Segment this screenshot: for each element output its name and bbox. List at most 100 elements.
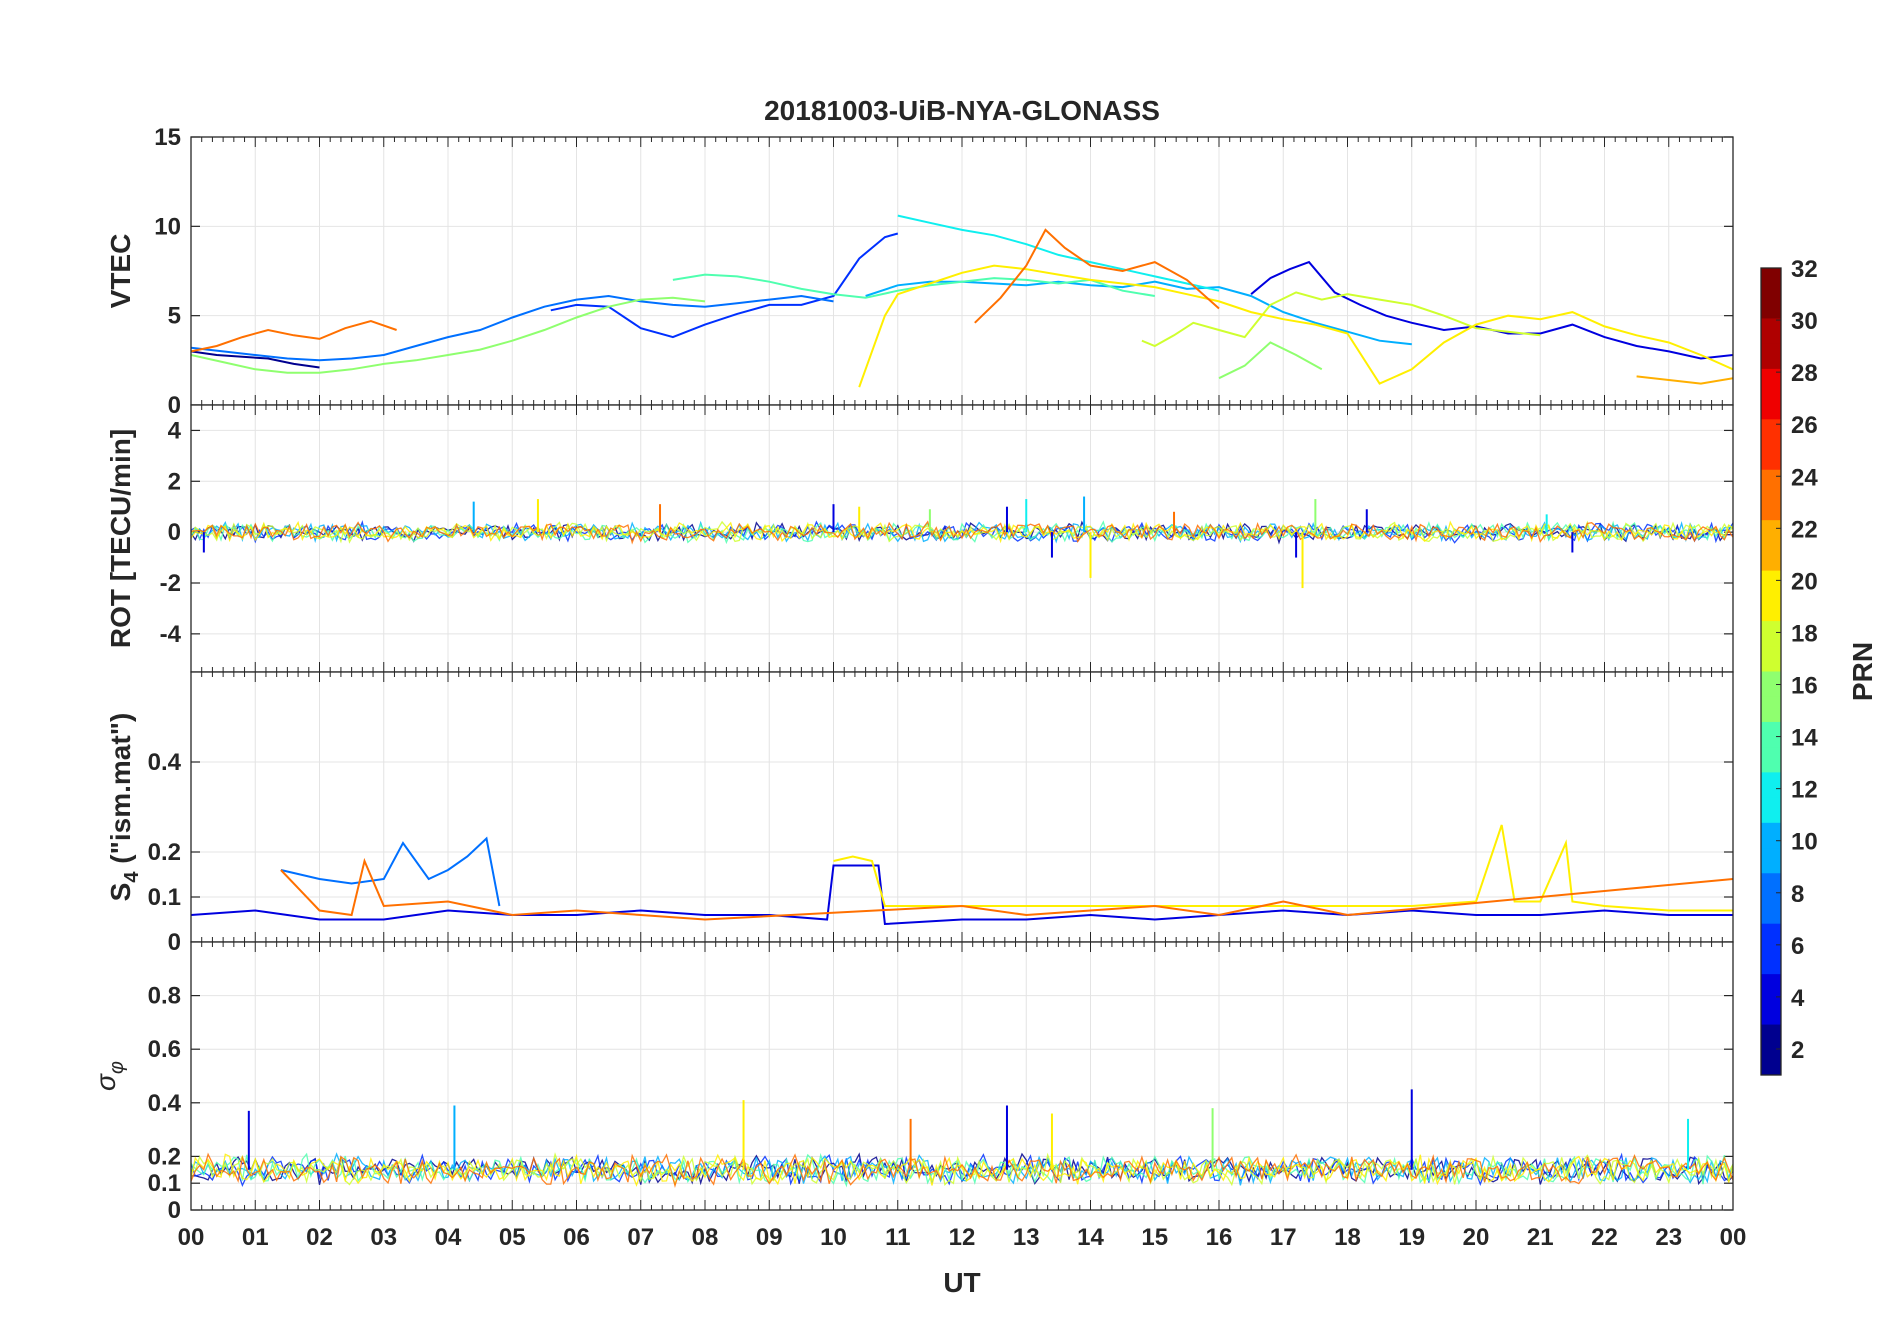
series-line-prn-4: [1250, 260, 1733, 360]
series-line-prn-20: [833, 824, 1733, 912]
colorbar-label: PRN: [1847, 642, 1878, 701]
colorbar-tick-label: 12: [1791, 777, 1818, 804]
colorbar-segment: [1761, 293, 1781, 319]
colorbar-segment: [1761, 318, 1781, 345]
x-tick-label: 16: [1206, 1224, 1233, 1251]
x-tick-label: 11: [885, 1224, 910, 1251]
x-tick-label: 23: [1655, 1224, 1682, 1251]
colorbar-tick-label: 6: [1791, 933, 1804, 960]
colorbar-segment: [1761, 797, 1781, 824]
y-tick-label: 4: [168, 417, 182, 444]
colorbar-tick-label: 10: [1791, 829, 1818, 856]
colorbar-segment: [1761, 948, 1781, 975]
y-label-rest: ("ism.mat"): [105, 713, 136, 872]
series-line-prn-23: [280, 857, 1733, 921]
y-label-main: S: [105, 883, 136, 902]
y-label-main: σ: [90, 1073, 121, 1091]
y-label-sub: φ: [106, 1061, 128, 1074]
colorbar-segment: [1761, 368, 1781, 395]
series-line-prn-17: [1141, 291, 1541, 348]
y-tick-label: 0: [168, 929, 181, 956]
series-line-prn-20: [858, 264, 1733, 388]
colorbar-segment: [1761, 721, 1781, 748]
colorbar-segment: [1761, 646, 1781, 672]
x-tick-label: 19: [1398, 1224, 1425, 1251]
noise-trace-prn-23: [191, 1152, 1733, 1188]
colorbar-segment: [1761, 545, 1781, 572]
colorbar-segment: [1761, 974, 1781, 1000]
y-tick-label: 5: [168, 303, 181, 330]
y-tick-label: 0.1: [148, 1170, 181, 1197]
x-tick-label: 15: [1141, 1224, 1168, 1251]
x-tick-label: 18: [1334, 1224, 1361, 1251]
y-tick-label: 0.2: [148, 839, 181, 866]
colorbar-tick-label: 32: [1791, 256, 1818, 283]
colorbar-tick-label: 24: [1791, 464, 1818, 491]
panel-data: [191, 214, 1733, 388]
colorbar-segment: [1761, 999, 1781, 1026]
x-tick-label: 07: [627, 1224, 654, 1251]
y-tick-label: 0.1: [148, 884, 181, 911]
noise-trace-prn-23: [191, 520, 1733, 545]
x-tick-label: 02: [306, 1224, 333, 1251]
x-tick-label: 06: [563, 1224, 590, 1251]
x-tick-label: 01: [242, 1224, 269, 1251]
x-tick-label: 00: [178, 1224, 205, 1251]
colorbar-tick-label: 22: [1791, 516, 1818, 543]
noise-trace-prn-17: [191, 1152, 1733, 1187]
panel-data: [191, 496, 1733, 589]
panel-frame: [190, 941, 1734, 1211]
x-tick-label: 03: [370, 1224, 397, 1251]
x-tick-label: 21: [1527, 1224, 1554, 1251]
y-label-sub: 4: [121, 871, 143, 883]
y-tick-label: -2: [160, 570, 181, 597]
colorbar-segment: [1761, 394, 1781, 420]
y-axis-label: σφ: [90, 1061, 128, 1091]
colorbar-tick-label: 4: [1791, 985, 1805, 1012]
y-tick-label: 0: [168, 1197, 181, 1224]
colorbar-tick-label: 2: [1791, 1037, 1804, 1064]
colorbar-segment: [1761, 671, 1781, 698]
x-tick-label: 22: [1591, 1224, 1618, 1251]
colorbar-frame: [1760, 267, 1782, 1076]
y-tick-label: 0: [168, 519, 181, 546]
x-tick-label: 09: [756, 1224, 783, 1251]
colorbar-tick-label: 28: [1791, 360, 1818, 387]
colorbar-segment: [1761, 343, 1781, 370]
colorbar-segment: [1761, 898, 1781, 925]
colorbar-segment: [1761, 444, 1781, 471]
colorbar-segment: [1761, 747, 1781, 773]
series-line-prn-2: [191, 350, 320, 369]
x-tick-label: 05: [499, 1224, 526, 1251]
colorbar-segment: [1761, 595, 1781, 622]
panel-1: 0 5 10 15 VTEC: [105, 124, 1734, 419]
noise-trace-prn-13: [191, 520, 1733, 545]
panel-data: [191, 824, 1733, 926]
colorbar-segment: [1761, 268, 1781, 294]
panel-data: [191, 1089, 1733, 1188]
series-line-prn-22: [1636, 375, 1733, 385]
y-tick-label: 10: [154, 213, 181, 240]
x-tick-label: 20: [1463, 1224, 1490, 1251]
colorbar-tick-label: 18: [1791, 620, 1818, 647]
chart-title: 20181003-UiB-NYA-GLONASS: [764, 95, 1160, 126]
x-tick-label: 08: [692, 1224, 719, 1251]
panel-2: -4 -2 0 2 4 ROT [TECU/min]: [105, 404, 1734, 673]
x-tick-label: 14: [1077, 1224, 1104, 1251]
colorbar-segment: [1761, 419, 1781, 446]
colorbar-tick-label: 26: [1791, 412, 1818, 439]
colorbar-segment: [1761, 469, 1781, 496]
colorbar-segment: [1761, 494, 1781, 521]
x-axis-label: UT: [943, 1267, 980, 1298]
colorbar-segment: [1761, 848, 1781, 874]
y-tick-label: 0.4: [148, 749, 182, 776]
colorbar-segment: [1761, 696, 1781, 723]
colorbar-segment: [1761, 621, 1781, 647]
y-tick-label: 0.8: [148, 983, 181, 1010]
colorbar-segment: [1761, 1024, 1781, 1051]
y-tick-label: 2: [168, 468, 181, 495]
y-axis-label: VTEC: [105, 234, 136, 309]
panel-4: 00.10.2 0.4 0.6 0.8 σφ: [90, 941, 1734, 1224]
